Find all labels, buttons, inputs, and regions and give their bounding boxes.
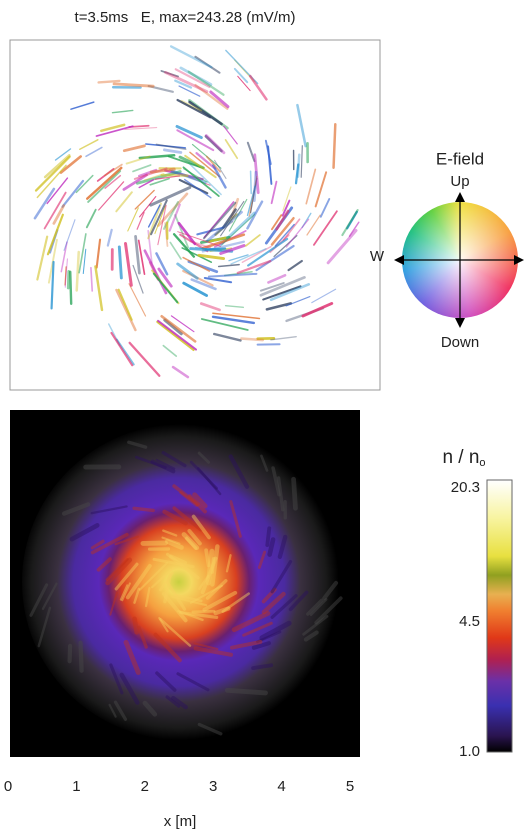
- field-stroke: [254, 172, 256, 200]
- compass-title: E-field: [436, 149, 484, 168]
- density-stroke: [294, 479, 296, 508]
- arrow: [455, 192, 465, 202]
- compass-down: Down: [441, 334, 479, 351]
- field-stroke: [162, 175, 187, 176]
- colorbar-tick: 20.3: [451, 479, 480, 496]
- density-stroke: [212, 559, 213, 572]
- x-tick-label: 5: [346, 778, 354, 795]
- figure: t=3.5ms E, max=243.28 (mV/m) E-field Up …: [0, 0, 524, 833]
- field-stroke: [99, 81, 120, 83]
- density-stroke: [81, 643, 82, 671]
- x-tick-label: 2: [141, 778, 149, 795]
- colorbar-label: n / no: [442, 447, 485, 469]
- x-tick-label: 3: [209, 778, 217, 795]
- density-stroke: [267, 528, 269, 545]
- field-stroke: [241, 339, 262, 340]
- colorbar: [487, 480, 512, 752]
- x-tick-label: 1: [72, 778, 80, 795]
- x-axis-label: x [m]: [164, 813, 197, 830]
- x-tick-label: 4: [277, 778, 285, 795]
- density-stroke: [227, 690, 265, 693]
- density-stroke: [135, 619, 137, 632]
- density-image: [22, 424, 342, 740]
- arrow: [455, 318, 465, 328]
- arrow: [514, 255, 524, 265]
- compass-up: Up: [450, 173, 469, 190]
- compass-west: W: [370, 248, 385, 265]
- efield-panel: [10, 40, 380, 390]
- field-stroke: [70, 272, 71, 304]
- field-stroke: [206, 248, 226, 249]
- arrow: [394, 255, 404, 265]
- label-main: n / n: [442, 447, 479, 468]
- colorbar-tick: 4.5: [459, 613, 480, 630]
- field-stroke: [119, 247, 121, 278]
- density-stroke: [134, 508, 153, 510]
- x-tick-label: 0: [4, 778, 12, 795]
- figure-canvas: t=3.5ms E, max=243.28 (mV/m) E-field Up …: [0, 0, 524, 833]
- panel-title: t=3.5ms E, max=243.28 (mV/m): [75, 9, 296, 26]
- x-axis: 0 1 2 3 4 5: [4, 778, 354, 795]
- label-subscript: o: [479, 457, 485, 469]
- colorbar-tick: 1.0: [459, 743, 480, 760]
- field-stroke: [251, 171, 252, 193]
- field-stroke: [334, 124, 336, 167]
